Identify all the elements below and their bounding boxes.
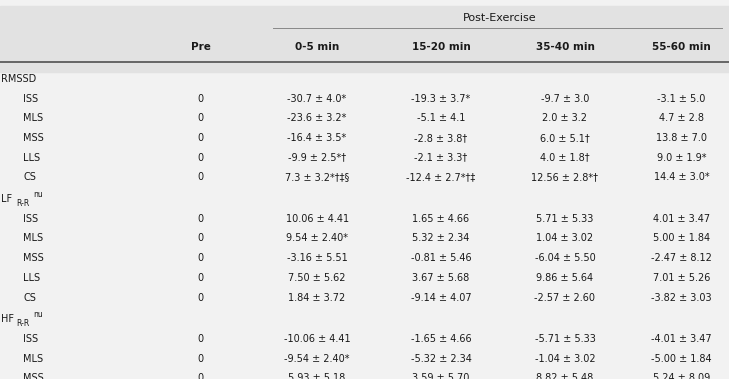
- Text: -2.57 ± 2.60: -2.57 ± 2.60: [534, 293, 596, 302]
- Text: 0: 0: [198, 273, 203, 283]
- Text: -3.82 ± 3.03: -3.82 ± 3.03: [651, 293, 712, 302]
- Text: 35-40 min: 35-40 min: [536, 42, 594, 52]
- Text: 7.50 ± 5.62: 7.50 ± 5.62: [289, 273, 346, 283]
- Text: -9.14 ± 4.07: -9.14 ± 4.07: [410, 293, 472, 302]
- Text: -19.3 ± 3.7*: -19.3 ± 3.7*: [411, 94, 471, 103]
- Text: 0: 0: [198, 172, 203, 182]
- Text: 0: 0: [198, 373, 203, 379]
- Text: 7.3 ± 3.2*†‡§: 7.3 ± 3.2*†‡§: [285, 172, 349, 182]
- Text: 1.65 ± 4.66: 1.65 ± 4.66: [413, 214, 469, 224]
- Text: -30.7 ± 4.0*: -30.7 ± 4.0*: [287, 94, 347, 103]
- Text: 3.67 ± 5.68: 3.67 ± 5.68: [413, 273, 469, 283]
- Text: 4.01 ± 3.47: 4.01 ± 3.47: [653, 214, 710, 224]
- Text: -4.01 ± 3.47: -4.01 ± 3.47: [651, 334, 712, 344]
- Text: 10.06 ± 4.41: 10.06 ± 4.41: [286, 214, 348, 224]
- Bar: [0, 6, 729, 72]
- Text: 0: 0: [198, 354, 203, 363]
- Text: 0: 0: [198, 233, 203, 243]
- Text: 5.00 ± 1.84: 5.00 ± 1.84: [653, 233, 710, 243]
- Text: -1.04 ± 3.02: -1.04 ± 3.02: [534, 354, 596, 363]
- Text: Post-Exercise: Post-Exercise: [463, 13, 536, 22]
- Text: ISS: ISS: [23, 214, 39, 224]
- Text: -5.1 ± 4.1: -5.1 ± 4.1: [417, 113, 465, 123]
- Text: -9.9 ± 2.5*†: -9.9 ± 2.5*†: [288, 153, 346, 163]
- Text: -5.71 ± 5.33: -5.71 ± 5.33: [534, 334, 596, 344]
- Text: 6.0 ± 5.1†: 6.0 ± 5.1†: [540, 133, 590, 143]
- Text: -9.54 ± 2.40*: -9.54 ± 2.40*: [284, 354, 350, 363]
- Text: CS: CS: [23, 293, 36, 302]
- Text: -16.4 ± 3.5*: -16.4 ± 3.5*: [287, 133, 347, 143]
- Text: 0: 0: [198, 214, 203, 224]
- Text: MSS: MSS: [23, 373, 44, 379]
- Text: 1.04 ± 3.02: 1.04 ± 3.02: [537, 233, 593, 243]
- Text: HF: HF: [1, 314, 15, 324]
- Text: 1.84 ± 3.72: 1.84 ± 3.72: [289, 293, 346, 302]
- Text: LLS: LLS: [23, 153, 40, 163]
- Text: 14.4 ± 3.0*: 14.4 ± 3.0*: [654, 172, 709, 182]
- Text: 0-5 min: 0-5 min: [295, 42, 339, 52]
- Text: -1.65 ± 4.66: -1.65 ± 4.66: [410, 334, 472, 344]
- Text: 0: 0: [198, 293, 203, 302]
- Text: MLS: MLS: [23, 233, 44, 243]
- Text: -3.16 ± 5.51: -3.16 ± 5.51: [286, 253, 348, 263]
- Text: 0: 0: [198, 334, 203, 344]
- Text: 0: 0: [198, 153, 203, 163]
- Text: 4.0 ± 1.8†: 4.0 ± 1.8†: [540, 153, 590, 163]
- Text: 0: 0: [198, 133, 203, 143]
- Text: 5.24 ± 8.09: 5.24 ± 8.09: [653, 373, 710, 379]
- Text: MSS: MSS: [23, 253, 44, 263]
- Text: 5.93 ± 5.18: 5.93 ± 5.18: [289, 373, 346, 379]
- Text: MSS: MSS: [23, 133, 44, 143]
- Text: 8.82 ± 5.48: 8.82 ± 5.48: [537, 373, 593, 379]
- Text: 0: 0: [198, 113, 203, 123]
- Text: -0.81 ± 5.46: -0.81 ± 5.46: [410, 253, 472, 263]
- Text: R-R: R-R: [16, 199, 29, 208]
- Text: 0: 0: [198, 94, 203, 103]
- Text: 2.0 ± 3.2: 2.0 ± 3.2: [542, 113, 588, 123]
- Text: LLS: LLS: [23, 273, 40, 283]
- Text: 4.7 ± 2.8: 4.7 ± 2.8: [659, 113, 704, 123]
- Text: nu: nu: [33, 190, 42, 199]
- Text: 9.54 ± 2.40*: 9.54 ± 2.40*: [286, 233, 348, 243]
- Text: -9.7 ± 3.0: -9.7 ± 3.0: [541, 94, 589, 103]
- Text: -5.00 ± 1.84: -5.00 ± 1.84: [651, 354, 712, 363]
- Text: ISS: ISS: [23, 334, 39, 344]
- Text: Pre: Pre: [190, 42, 211, 52]
- Text: 55-60 min: 55-60 min: [652, 42, 711, 52]
- Text: -2.47 ± 8.12: -2.47 ± 8.12: [651, 253, 712, 263]
- Text: -6.04 ± 5.50: -6.04 ± 5.50: [534, 253, 596, 263]
- Text: MLS: MLS: [23, 113, 44, 123]
- Text: -10.06 ± 4.41: -10.06 ± 4.41: [284, 334, 351, 344]
- Text: 13.8 ± 7.0: 13.8 ± 7.0: [656, 133, 707, 143]
- Text: -2.8 ± 3.8†: -2.8 ± 3.8†: [414, 133, 468, 143]
- Text: 0: 0: [198, 253, 203, 263]
- Text: -3.1 ± 5.0: -3.1 ± 5.0: [658, 94, 706, 103]
- Text: -5.32 ± 2.34: -5.32 ± 2.34: [410, 354, 472, 363]
- Text: LF: LF: [1, 194, 12, 204]
- Text: -12.4 ± 2.7*†‡: -12.4 ± 2.7*†‡: [407, 172, 475, 182]
- Text: -23.6 ± 3.2*: -23.6 ± 3.2*: [287, 113, 347, 123]
- Text: RMSSD: RMSSD: [1, 74, 36, 84]
- Text: 5.32 ± 2.34: 5.32 ± 2.34: [413, 233, 469, 243]
- Text: R-R: R-R: [16, 319, 29, 328]
- Text: nu: nu: [33, 310, 42, 319]
- Text: 7.01 ± 5.26: 7.01 ± 5.26: [653, 273, 710, 283]
- Text: 5.71 ± 5.33: 5.71 ± 5.33: [537, 214, 593, 224]
- Text: ISS: ISS: [23, 94, 39, 103]
- Text: 9.0 ± 1.9*: 9.0 ± 1.9*: [657, 153, 706, 163]
- Text: -2.1 ± 3.3†: -2.1 ± 3.3†: [414, 153, 468, 163]
- Text: 3.59 ± 5.70: 3.59 ± 5.70: [413, 373, 469, 379]
- Text: 12.56 ± 2.8*†: 12.56 ± 2.8*†: [531, 172, 599, 182]
- Text: 9.86 ± 5.64: 9.86 ± 5.64: [537, 273, 593, 283]
- Text: CS: CS: [23, 172, 36, 182]
- Text: 15-20 min: 15-20 min: [412, 42, 470, 52]
- Text: MLS: MLS: [23, 354, 44, 363]
